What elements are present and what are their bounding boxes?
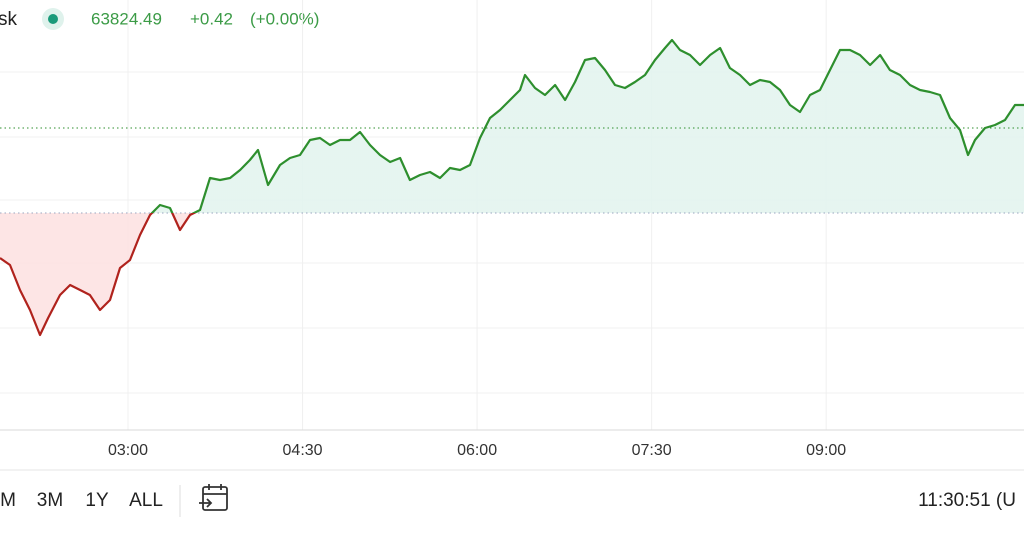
area [0, 40, 1024, 335]
range-button[interactable]: M [0, 490, 16, 511]
x-tick-label: 07:30 [632, 442, 672, 459]
clock: 11:30:51 (U [918, 490, 1016, 511]
calendar-arrow [199, 498, 213, 508]
symbol: sk [0, 9, 18, 30]
x-tick-label: 03:00 [108, 442, 148, 459]
x-tick-label: 09:00 [806, 442, 846, 459]
plot [0, 0, 1024, 430]
range-button[interactable]: ALL [129, 490, 163, 511]
calendar-frame [202, 486, 228, 511]
x-tick-label: 06:00 [457, 442, 497, 459]
range-button[interactable]: 1Y [85, 490, 109, 511]
price: 63824.49 [91, 9, 162, 28]
change-percent: (+0.00%) [250, 9, 319, 28]
footer: 11:30:51 (U M 3M 1Y ALL [0, 484, 1016, 517]
change: +0.42 [190, 9, 233, 28]
status-dot [48, 14, 58, 24]
calendar-button[interactable] [199, 484, 228, 511]
range-button[interactable]: 3M [37, 490, 63, 511]
price-line [0, 38, 1024, 337]
x-tick-label: 04:30 [283, 442, 323, 459]
